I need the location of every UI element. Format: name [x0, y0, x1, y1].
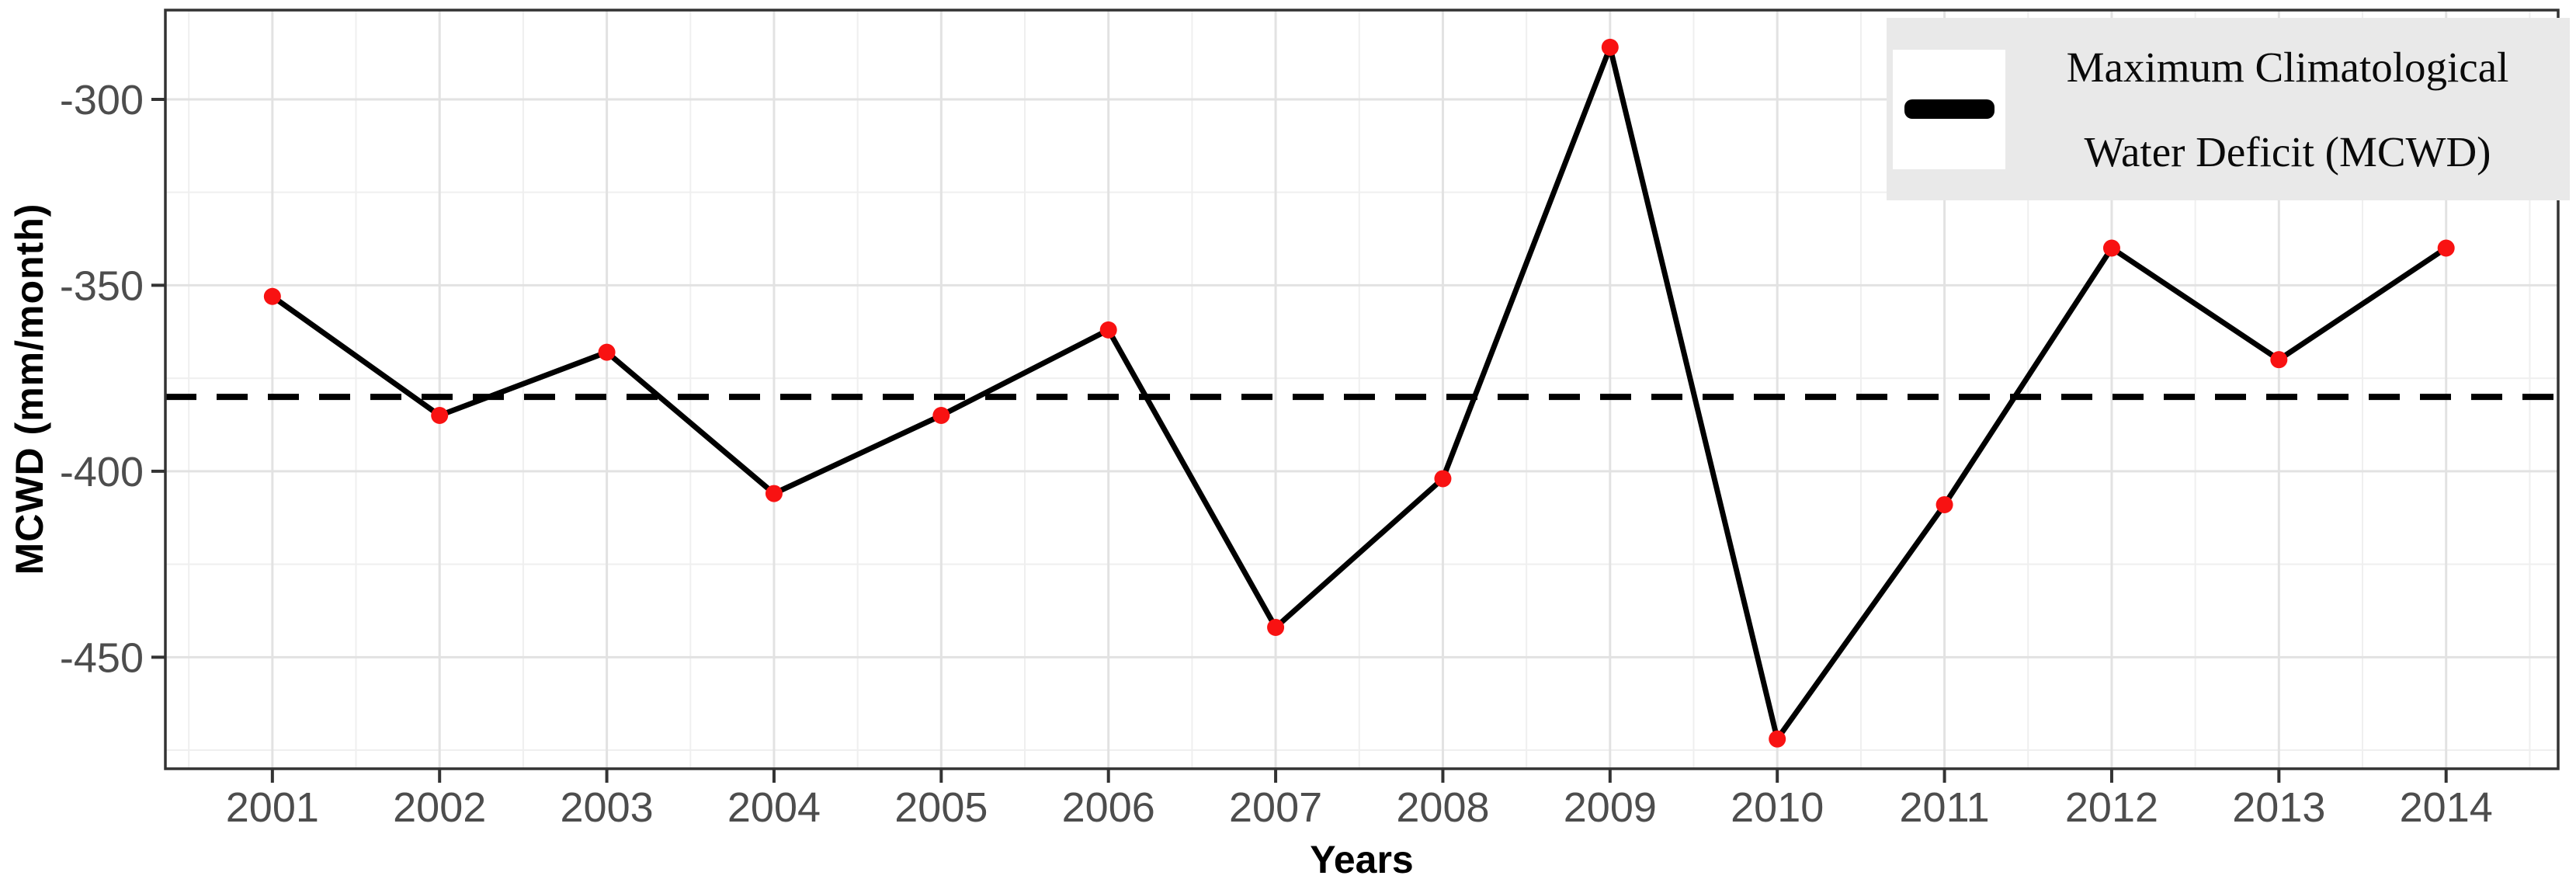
data-point-2003 — [598, 343, 616, 361]
y-tick-label--350: -350 — [60, 262, 144, 309]
data-point-2005 — [932, 407, 950, 425]
data-point-2007 — [1267, 619, 1285, 637]
x-tick-label-2014: 2014 — [2400, 784, 2493, 831]
x-tick-label-2006: 2006 — [1062, 784, 1155, 831]
x-tick-label-2013: 2013 — [2232, 784, 2325, 831]
x-tick-label-2003: 2003 — [561, 784, 654, 831]
y-tick-label--300: -300 — [60, 77, 144, 123]
data-point-2013 — [2270, 351, 2288, 369]
x-tick-label-2004: 2004 — [727, 784, 821, 831]
legend-key-line-icon — [1904, 99, 1994, 119]
data-point-2004 — [765, 485, 783, 502]
x-tick-label-2010: 2010 — [1731, 784, 1824, 831]
data-point-2001 — [263, 287, 281, 305]
data-point-2009 — [1601, 38, 1619, 56]
x-tick-label-2005: 2005 — [894, 784, 988, 831]
legend-key-swatch — [1893, 49, 2005, 169]
x-tick-label-2002: 2002 — [393, 784, 486, 831]
x-tick-label-2001: 2001 — [226, 784, 319, 831]
y-tick-label--450: -450 — [60, 634, 144, 681]
y-tick-label--400: -400 — [60, 449, 144, 495]
x-tick-label-2008: 2008 — [1396, 784, 1489, 831]
x-tick-label-2009: 2009 — [1564, 784, 1657, 831]
legend: Maximum Climatological Water Deficit (MC… — [1887, 18, 2570, 200]
panel-border — [164, 9, 2560, 770]
data-point-2002 — [431, 407, 449, 425]
data-point-2012 — [2102, 239, 2120, 257]
data-point-2008 — [1434, 470, 1452, 488]
legend-label: Maximum Climatological Water Deficit (MC… — [2005, 46, 2570, 173]
legend-label-line2: Water Deficit (MCWD) — [2084, 127, 2491, 175]
data-point-2006 — [1099, 321, 1117, 339]
x-tick-label-2011: 2011 — [1900, 784, 1990, 831]
x-axis-title: Years — [1310, 838, 1414, 881]
data-point-2011 — [1935, 495, 1953, 513]
x-tick-label-2007: 2007 — [1229, 784, 1322, 831]
mcwd-data-line — [269, 44, 2449, 742]
x-tick-label-2012: 2012 — [2065, 784, 2158, 831]
legend-label-line1: Maximum Climatological — [2066, 43, 2509, 91]
y-axis-title: MCWD (mm/month) — [8, 203, 51, 575]
data-point-2014 — [2437, 239, 2455, 257]
data-point-2010 — [1769, 730, 1786, 748]
